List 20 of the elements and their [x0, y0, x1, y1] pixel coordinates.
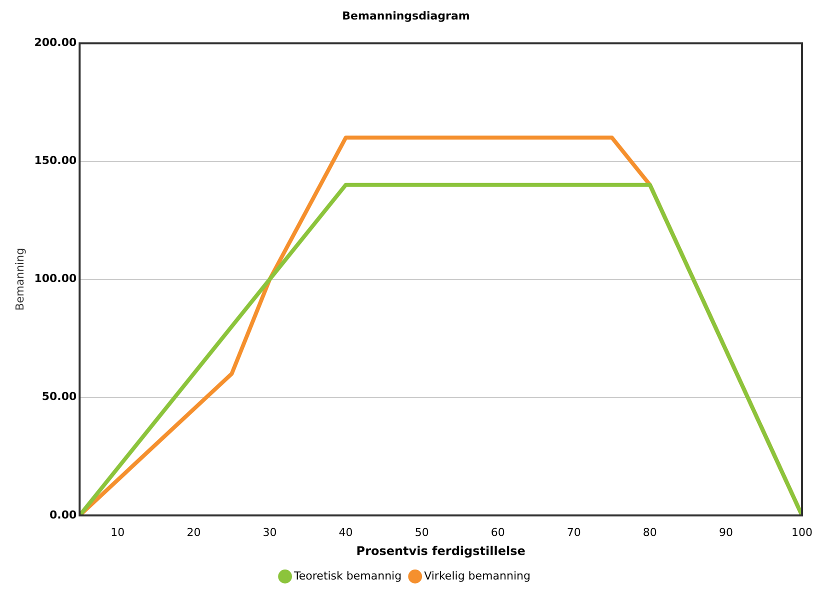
x-tick-label: 90 [718, 526, 733, 539]
y-tick-label: 0.00 [50, 508, 77, 522]
legend-label: Teoretisk bemannig [293, 569, 402, 582]
y-tick-label: 50.00 [42, 390, 77, 404]
legend-label: Virkelig bemanning [424, 569, 530, 582]
y-axis-title: Bemanning [13, 248, 26, 311]
x-tick-label: 20 [186, 526, 201, 539]
x-tick-label: 10 [110, 526, 125, 539]
x-tick-label: 100 [792, 526, 812, 539]
y-tick-label: 200.00 [34, 36, 77, 50]
y-tick-label: 100.00 [34, 272, 77, 286]
x-tick-label: 30 [262, 526, 277, 539]
x-tick-label: 50 [414, 526, 429, 539]
x-tick-label: 80 [642, 526, 657, 539]
x-tick-label: 60 [490, 526, 505, 539]
x-axis-title: Prosentvis ferdigstillelse [356, 544, 526, 558]
x-tick-label: 70 [566, 526, 581, 539]
y-tick-label: 150.00 [34, 154, 77, 168]
chart-title: Bemanningsdiagram [342, 9, 470, 22]
x-tick-label: 40 [338, 526, 353, 539]
